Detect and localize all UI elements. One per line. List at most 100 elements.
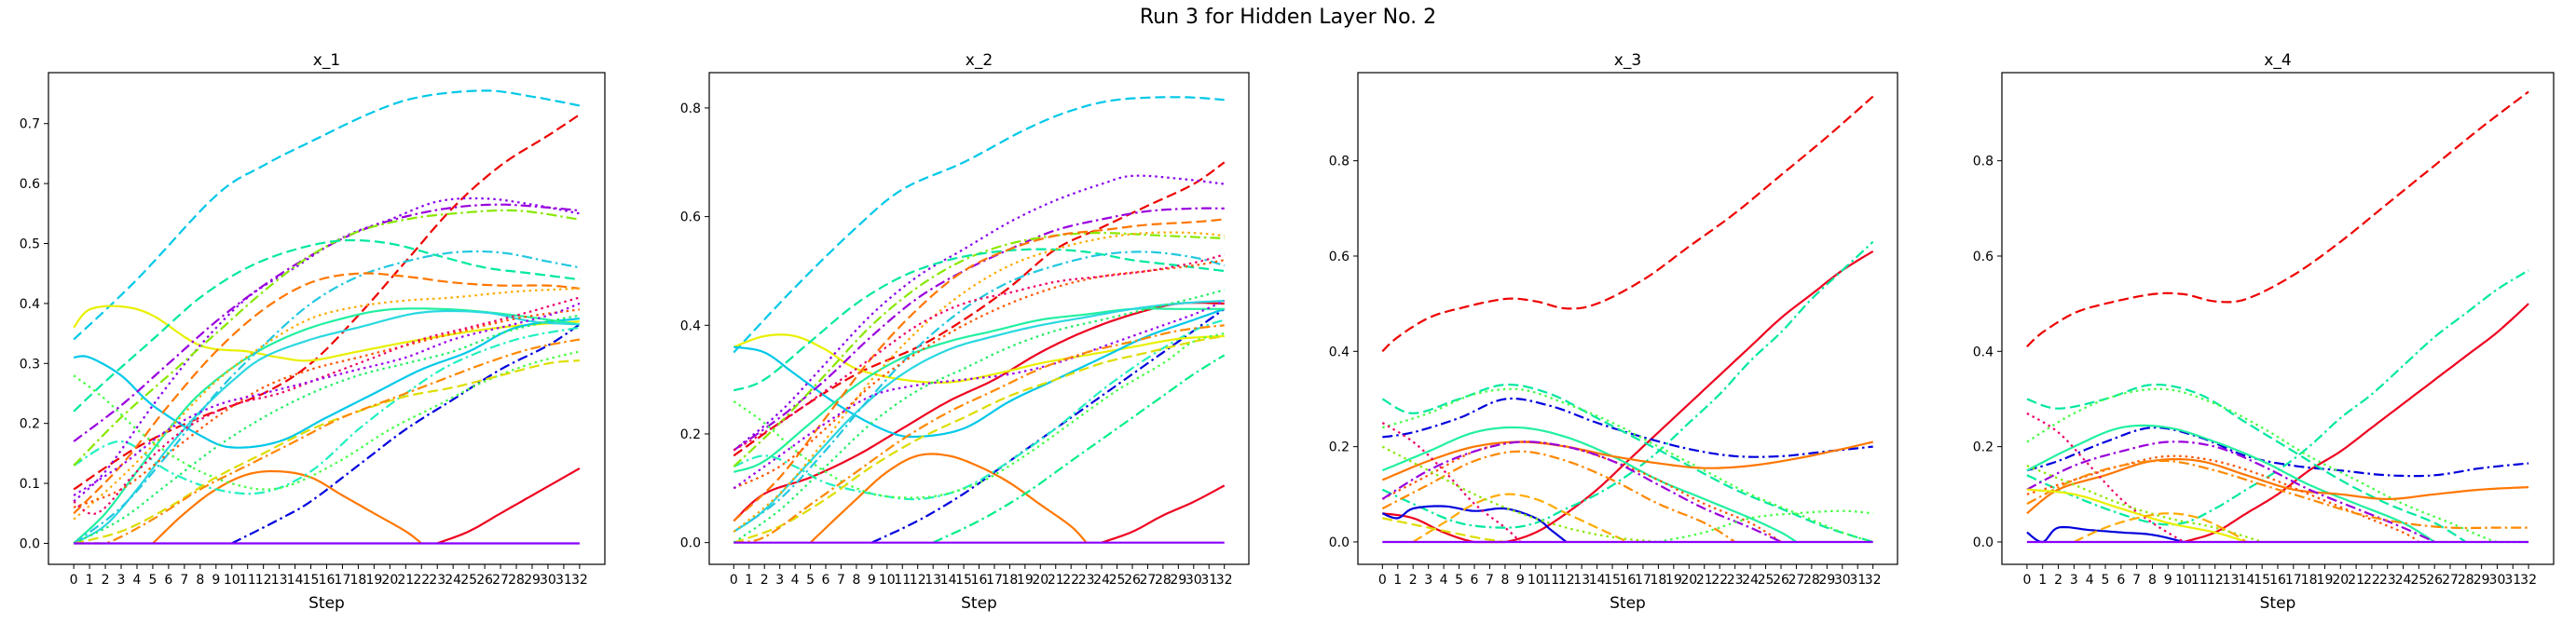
series-line-5: [1382, 397, 1873, 458]
x-tick-label: 13: [2223, 573, 2240, 588]
x-tick-label: 13: [271, 573, 288, 588]
series-line-14: [733, 232, 1225, 467]
x-tick-label: 3: [775, 573, 784, 588]
x-tick-label: 29: [2473, 573, 2490, 588]
series-line-7: [2026, 387, 2529, 544]
x-tick-label: 23: [1727, 573, 1744, 588]
series-line-13: [2026, 459, 2529, 530]
series-line-13: [73, 209, 581, 467]
x-axis-label: Step: [1610, 594, 1646, 613]
subplot-1: 0 1 2 3 4 5 6 7 8 9 10 11 12 13 14 15 16 17 18 19 20 21 22 23 24…: [20, 51, 606, 613]
series-line-23: [74, 338, 581, 545]
x-tick-label: 32: [2520, 573, 2537, 588]
subplot-3: 0 1 2 3 4 5 6 7 8 9 101112131415161718192021222324…: [1329, 51, 1898, 613]
series-line-4: [152, 469, 422, 545]
x-tick-label: 4: [2086, 573, 2094, 588]
x-tick-label: 17: [2285, 573, 2302, 588]
x-tick-label: 21: [2348, 573, 2364, 588]
series-line-10: [2026, 440, 2435, 543]
x-tick-label: 7: [2132, 573, 2141, 588]
series-line-4: [1381, 505, 1568, 543]
y-tick-label: 0.6: [20, 177, 40, 192]
x-tick-label: 15: [1604, 573, 1621, 588]
x-tick-label: 14: [287, 573, 304, 588]
x-tick-label: 28: [508, 573, 525, 588]
series-line-2: [733, 161, 1226, 457]
x-tick-label: 31: [1200, 573, 1217, 588]
x-tick-label: 32: [1865, 573, 1882, 588]
series-line-1: [733, 96, 1225, 354]
x-tick-label: 28: [1155, 573, 1172, 588]
x-tick-label: 0: [2022, 573, 2031, 588]
series-line-17: [733, 218, 1225, 522]
series-line-22: [733, 332, 1225, 499]
x-axis-label: Step: [961, 594, 997, 613]
series-line-6: [2026, 383, 2467, 543]
x-tick-label: 30: [540, 573, 556, 588]
x-tick-label: 14: [2238, 573, 2254, 588]
x-tick-label: 22: [413, 573, 430, 588]
x-tick-label: 6: [2117, 573, 2125, 588]
series-line-19: [733, 259, 1225, 490]
x-tick-label: 4: [791, 573, 800, 588]
x-tick-label: 1: [745, 573, 753, 588]
series-line-3: [1381, 240, 1874, 529]
series-line-15: [733, 248, 1225, 392]
series-line-1: [73, 89, 581, 341]
series-line-15: [1381, 445, 1659, 544]
x-axis-label: Step: [2260, 594, 2296, 613]
x-tick-label: 24: [445, 573, 461, 588]
x-tick-label: 21: [397, 573, 414, 588]
series-line-26: [932, 354, 1226, 544]
x-tick-label: 23: [429, 573, 445, 588]
x-tick-label: 26: [1773, 573, 1789, 588]
y-tick-label: 0.5: [20, 237, 40, 252]
subplot-title: x_2: [966, 51, 993, 70]
subplot-title: x_3: [1614, 51, 1641, 70]
y-tick-label: 0.0: [680, 536, 701, 551]
x-tick-label: 10: [1528, 573, 1544, 588]
x-tick-label: 27: [492, 573, 509, 588]
series-line-12: [733, 174, 1225, 452]
series-line-8: [733, 333, 1225, 384]
subplot-4: 0 1 2 3 4 5 6 7 8 9 101112131415161718192021222324…: [1973, 51, 2555, 613]
x-tick-label: 6: [1471, 573, 1479, 588]
y-tick-label: 0.2: [20, 417, 40, 432]
x-tick-label: 27: [1788, 573, 1805, 588]
x-tick-label: 19: [365, 573, 382, 588]
series-line-4: [2026, 525, 2185, 544]
y-tick-label: 0.2: [1329, 440, 1350, 455]
y-tick-label: 0.8: [1973, 155, 1994, 169]
series-line-4: [1101, 484, 1226, 544]
x-tick-label: 6: [164, 573, 172, 588]
subplot-title: x_4: [2264, 51, 2291, 70]
x-tick-label: 2: [1409, 573, 1418, 588]
x-tick-label: 16: [1620, 573, 1637, 588]
series-line-25: [733, 289, 1225, 544]
x-tick-label: 1: [86, 573, 94, 588]
x-tick-label: 25: [1109, 573, 1126, 588]
series-line-18: [73, 308, 581, 508]
x-tick-label: 21: [1696, 573, 1713, 588]
x-tick-label: 14: [940, 573, 957, 588]
series-line-13: [1381, 450, 1736, 543]
series-line-9: [1381, 440, 1873, 481]
x-tick-label: 12: [1558, 573, 1575, 588]
x-tick-label: 8: [1500, 573, 1509, 588]
series-line-6: [73, 326, 581, 495]
series-line-16: [73, 272, 581, 515]
subplot-2: 0 1 2 3 4 5 6 7 8 9 101112131415161718192021222324…: [680, 51, 1250, 613]
series-line-16: [2073, 512, 2247, 543]
series-line-1: [2026, 90, 2529, 347]
y-tick-label: 0.3: [20, 357, 40, 372]
x-tick-label: 9: [868, 573, 876, 588]
x-tick-label: 5: [1455, 573, 1463, 588]
x-tick-label: 13: [1573, 573, 1590, 588]
series-line-2: [2183, 303, 2529, 544]
x-tick-label: 23: [2379, 573, 2396, 588]
series-group: [2026, 90, 2529, 544]
series-group: [73, 89, 581, 545]
series-line-16: [1658, 509, 1873, 544]
series-line-23: [733, 334, 1225, 544]
